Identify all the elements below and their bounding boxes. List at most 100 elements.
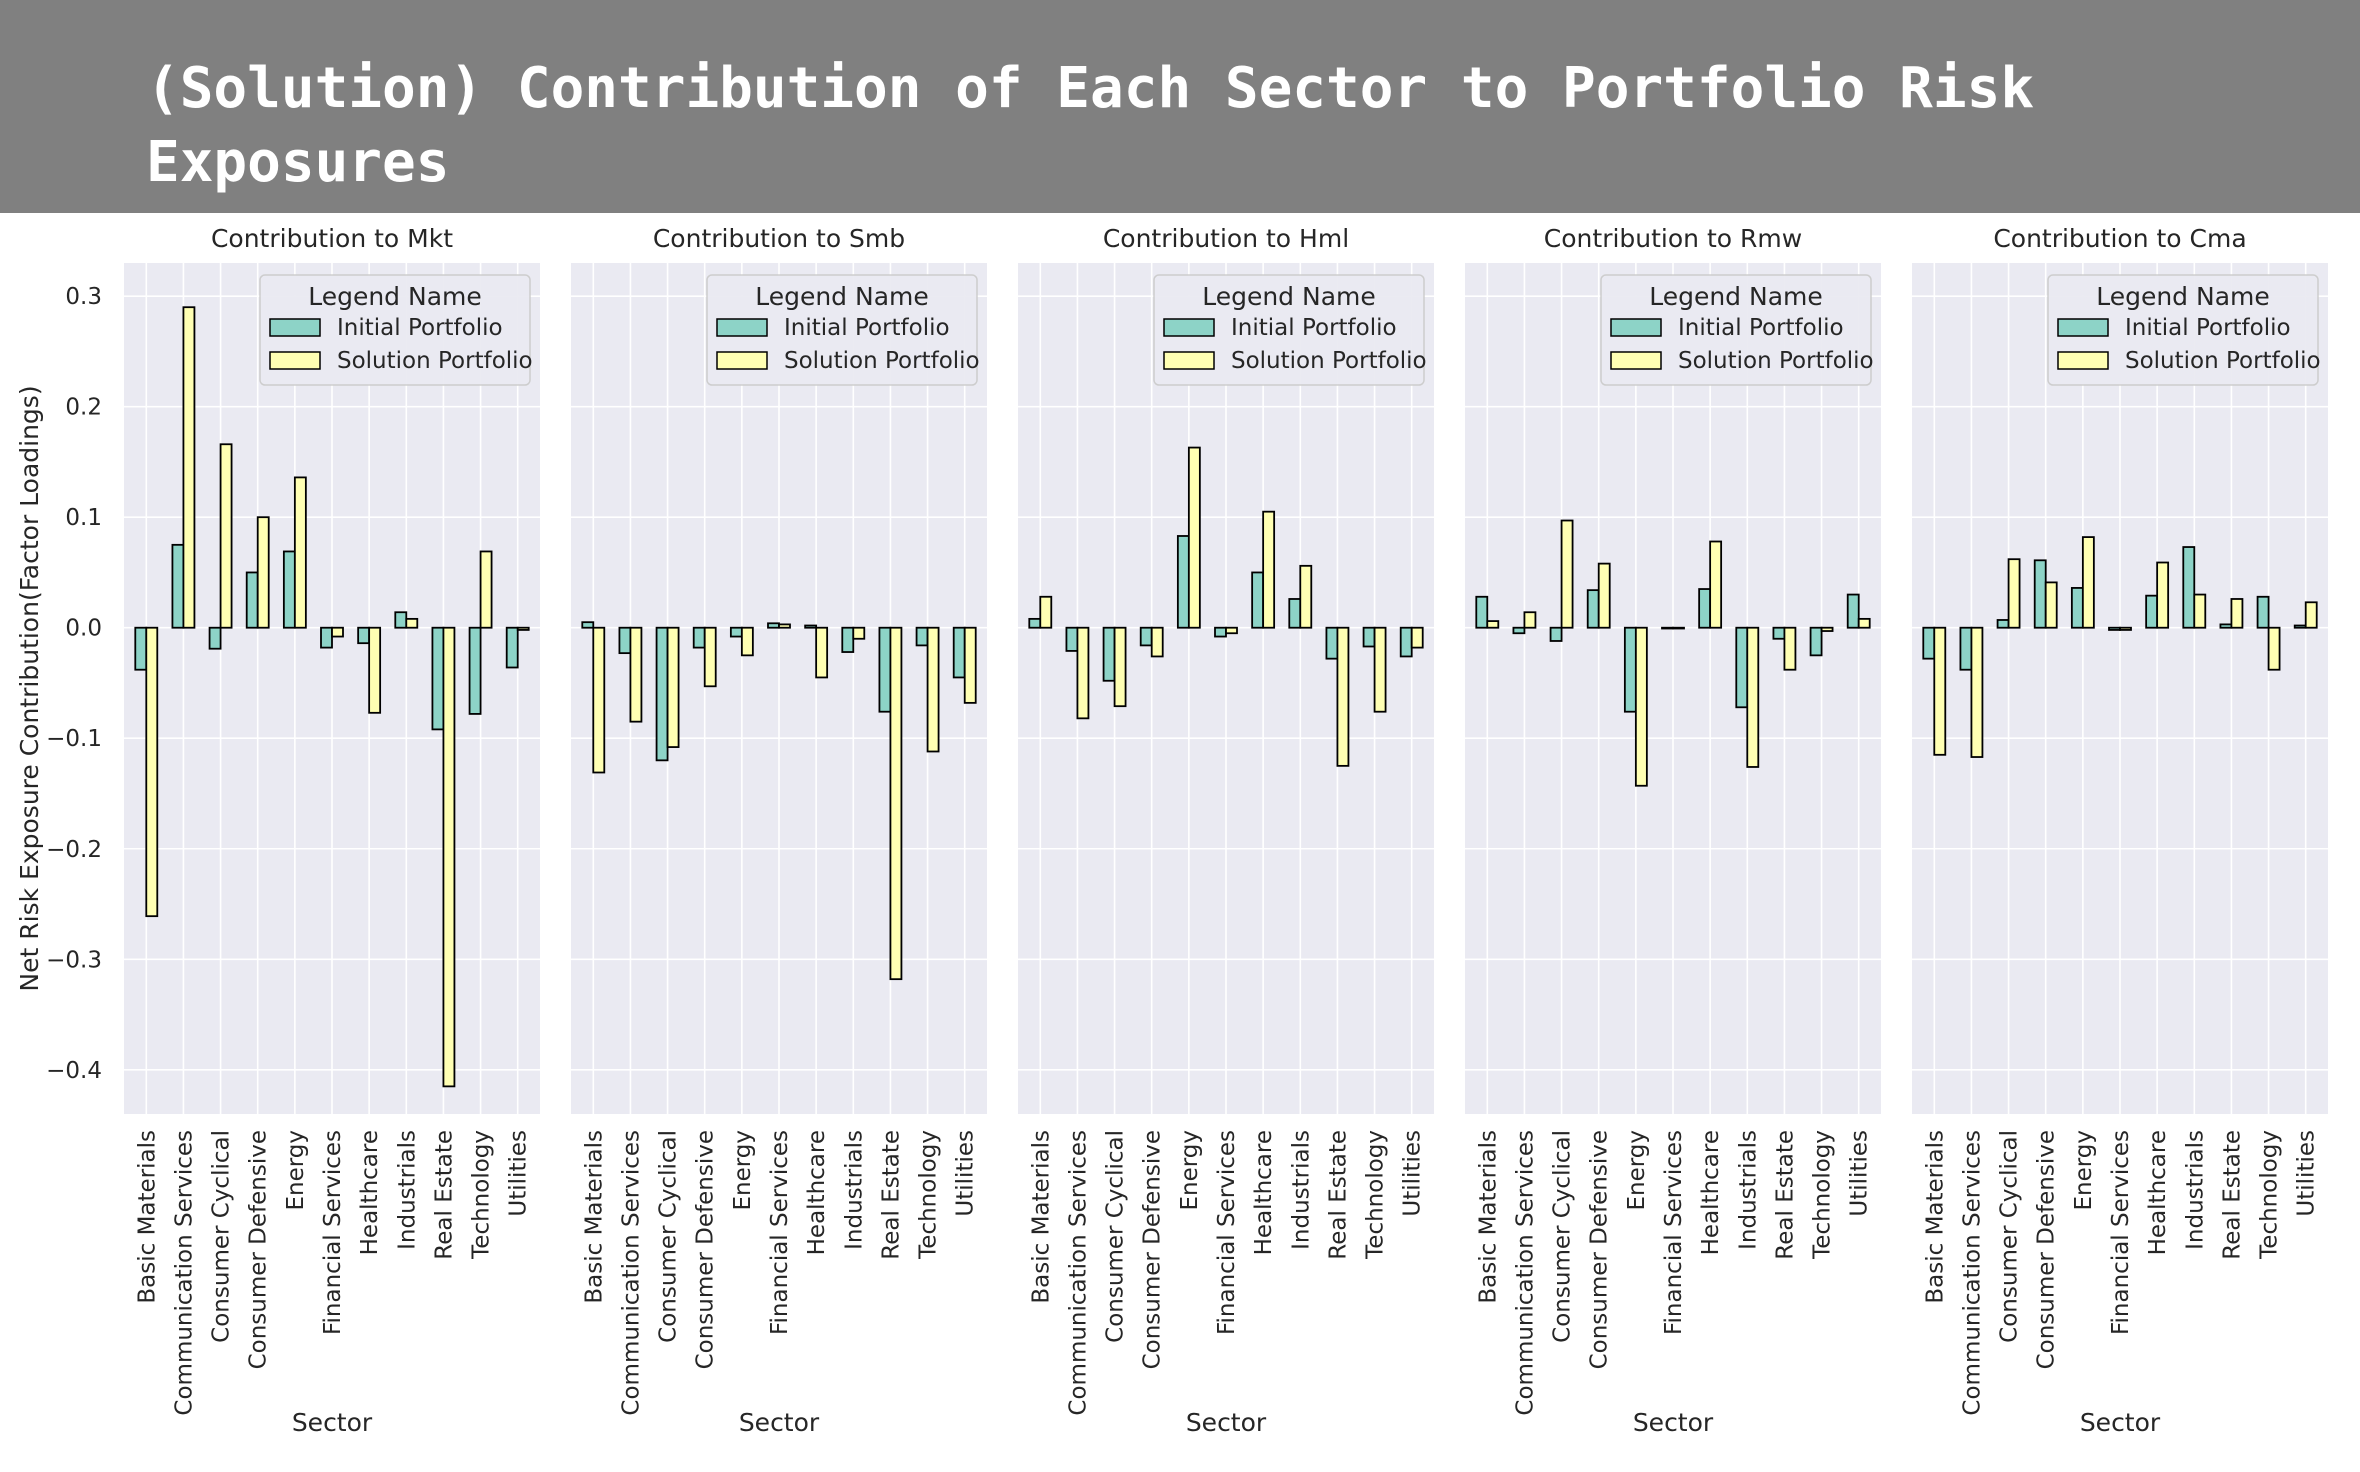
x-tick-label: Energy [2071, 1130, 2097, 1211]
x-tick-label: Energy [1624, 1130, 1650, 1211]
legend-title: Legend Name [755, 282, 929, 311]
legend: Legend Name Initial Portfolio Solution Por… [706, 274, 980, 386]
legend-entry: Solution Portfolio [337, 348, 533, 374]
x-tick-label: Real Estate [1772, 1130, 1798, 1260]
solution-portfolio-bar [1857, 617, 1871, 629]
x-tick-label: Industrials [1735, 1130, 1761, 1250]
solution-portfolio-bar [740, 626, 754, 657]
initial-portfolio-bar [878, 626, 892, 713]
panel-3: Contribution to Hml Basic Materials Commun… [1018, 224, 1434, 1437]
x-axis-label: Sector [292, 1408, 373, 1437]
solution-portfolio-bar [1150, 626, 1164, 658]
initial-portfolio-bar [1698, 588, 1712, 629]
x-tick-label: Basic Materials [134, 1130, 160, 1304]
initial-portfolio-bar [394, 611, 408, 629]
x-tick-label: Real Estate [1325, 1130, 1351, 1260]
initial-portfolio-bar [1139, 626, 1153, 647]
initial-portfolio-bar [915, 626, 929, 647]
initial-portfolio-bar [1362, 626, 1376, 648]
initial-portfolio-bar [1176, 535, 1190, 629]
legend-entry: Initial Portfolio [1231, 315, 1397, 341]
y-tick-label: 0.0 [65, 616, 102, 642]
x-tick-label: Financial Services [767, 1130, 793, 1335]
solution-portfolio-bar [2156, 561, 2170, 629]
initial-portfolio-bar [245, 571, 259, 629]
x-tick-label: Technology [1810, 1130, 1836, 1260]
initial-portfolio-bar [1623, 626, 1637, 713]
solution-portfolio-bar [1709, 540, 1723, 629]
solution-portfolio-bar [852, 626, 866, 640]
solution-portfolio-bar [2267, 626, 2281, 671]
x-tick-label: Industrials [841, 1130, 867, 1250]
solution-portfolio-bar [1113, 626, 1127, 708]
legend-box [259, 274, 531, 386]
initial-portfolio-bar [804, 624, 818, 629]
solution-portfolio-bar [1299, 564, 1313, 629]
initial-portfolio-bar [1475, 595, 1489, 629]
initial-portfolio-bar [952, 626, 966, 679]
solution-portfolio-bar [926, 626, 940, 753]
y-tick-label: −0.3 [46, 947, 102, 973]
y-tick-label: −0.1 [46, 726, 102, 752]
x-tick-label: Communication Services [1512, 1130, 1538, 1416]
initial-portfolio-bar [2219, 623, 2233, 629]
y-axis-label: Net Risk Exposure Contribution(Factor Lo… [15, 385, 44, 991]
solution-portfolio-bar [629, 626, 643, 723]
panel-title: Contribution to Hml [1103, 224, 1349, 253]
solution-portfolio-bar [2081, 536, 2095, 629]
initial-portfolio-bar [431, 626, 445, 731]
initial-portfolio-bar [468, 626, 482, 715]
x-tick-label: Healthcare [1251, 1130, 1277, 1255]
initial-portfolio-bar [1399, 626, 1413, 658]
x-tick-label: Financial Services [1214, 1130, 1240, 1335]
solution-portfolio-bar [1523, 611, 1537, 629]
initial-portfolio-bar [1251, 571, 1265, 629]
legend-swatch-initial [1163, 318, 1215, 337]
initial-portfolio-bar [1922, 626, 1936, 660]
solution-portfolio-bar [1560, 519, 1574, 629]
factor-contribution-chart: Net Risk Exposure Contribution(Factor Lo… [15, 224, 2328, 1437]
solution-portfolio-bar [1373, 626, 1387, 713]
legend-swatch-solution [716, 351, 768, 370]
x-tick-label: Communication Services [618, 1130, 644, 1416]
legend-entry: Solution Portfolio [1678, 348, 1874, 374]
legend-entry: Initial Portfolio [784, 315, 950, 341]
solution-portfolio-bar [479, 550, 493, 629]
solution-portfolio-bar [1597, 562, 1611, 629]
x-tick-label: Industrials [1288, 1130, 1314, 1250]
initial-portfolio-bar [1661, 626, 1674, 630]
panel-5: Contribution to Cma Basic Materials Commun… [1912, 224, 2328, 1437]
initial-portfolio-bar [2145, 594, 2159, 629]
solution-portfolio-bar [1933, 626, 1947, 756]
x-axis-label: Sector [1186, 1408, 1267, 1437]
legend-title: Legend Name [308, 282, 482, 311]
legend-title: Legend Name [1649, 282, 1823, 311]
solution-portfolio-bar [592, 626, 606, 774]
initial-portfolio-bar [320, 626, 333, 649]
solution-portfolio-bar [1262, 510, 1276, 629]
panel-1: Contribution to Mkt Basic Materials Commun… [124, 224, 540, 1437]
x-tick-label: Communication Services [1959, 1130, 1985, 1416]
x-tick-label: Utilities [506, 1130, 532, 1217]
x-tick-label: Utilities [1847, 1130, 1873, 1217]
legend-box [706, 274, 978, 386]
panel-title: Contribution to Mkt [211, 224, 453, 253]
initial-portfolio-bar [2256, 595, 2270, 629]
initial-portfolio-bar [1959, 626, 1973, 671]
x-axis-label: Sector [2080, 1408, 2161, 1437]
initial-portfolio-bar [2070, 587, 2084, 629]
solution-portfolio-bar [145, 626, 159, 918]
solution-portfolio-bar [516, 626, 530, 631]
solution-portfolio-bar [1746, 626, 1760, 768]
x-tick-label: Consumer Defensive [2034, 1130, 2060, 1369]
x-tick-label: Real Estate [878, 1130, 904, 1260]
initial-portfolio-bar [1028, 617, 1042, 629]
x-tick-label: Real Estate [2219, 1130, 2245, 1260]
solution-portfolio-bar [1076, 626, 1090, 720]
solution-portfolio-bar [405, 617, 419, 629]
solution-portfolio-bar [182, 306, 196, 629]
solution-portfolio-bar [442, 626, 456, 1088]
legend-box [2047, 274, 2319, 386]
solution-portfolio-bar [666, 626, 680, 748]
solution-portfolio-bar [963, 626, 977, 704]
